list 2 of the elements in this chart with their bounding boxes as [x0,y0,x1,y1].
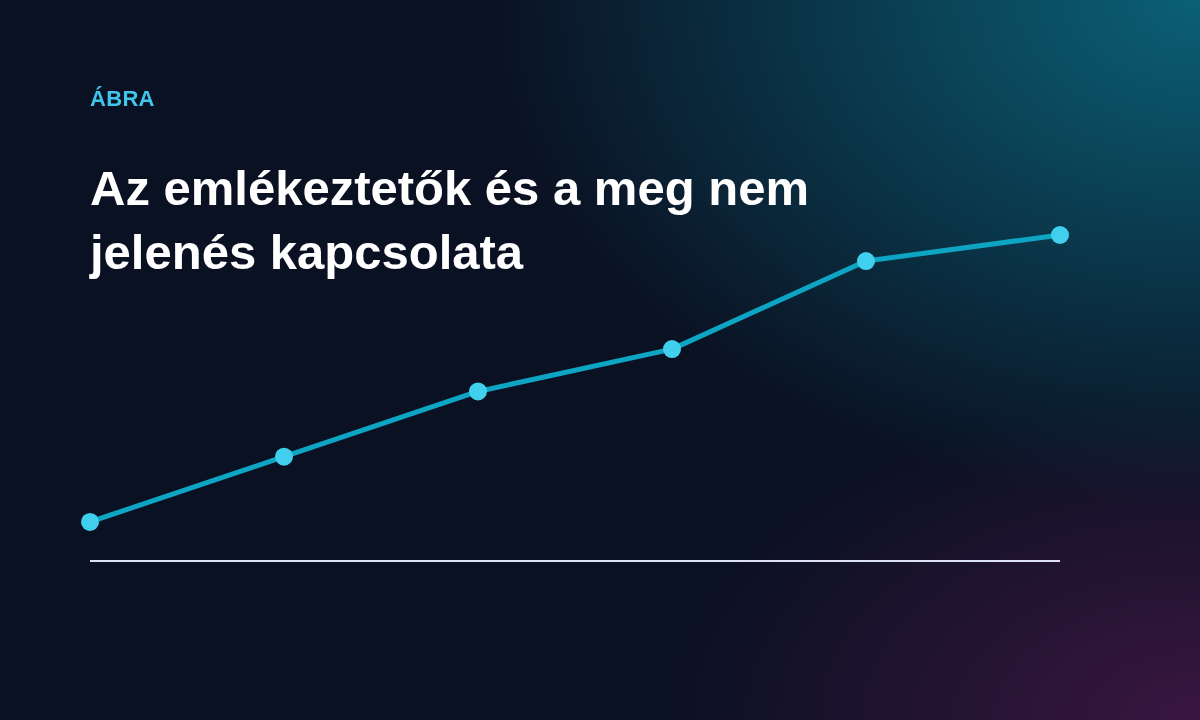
chart-title: Az emlékeztetők és a meg nem jelenés kapcsolata [90,160,810,281]
chart-subtitle: ÁBRA [90,86,155,112]
